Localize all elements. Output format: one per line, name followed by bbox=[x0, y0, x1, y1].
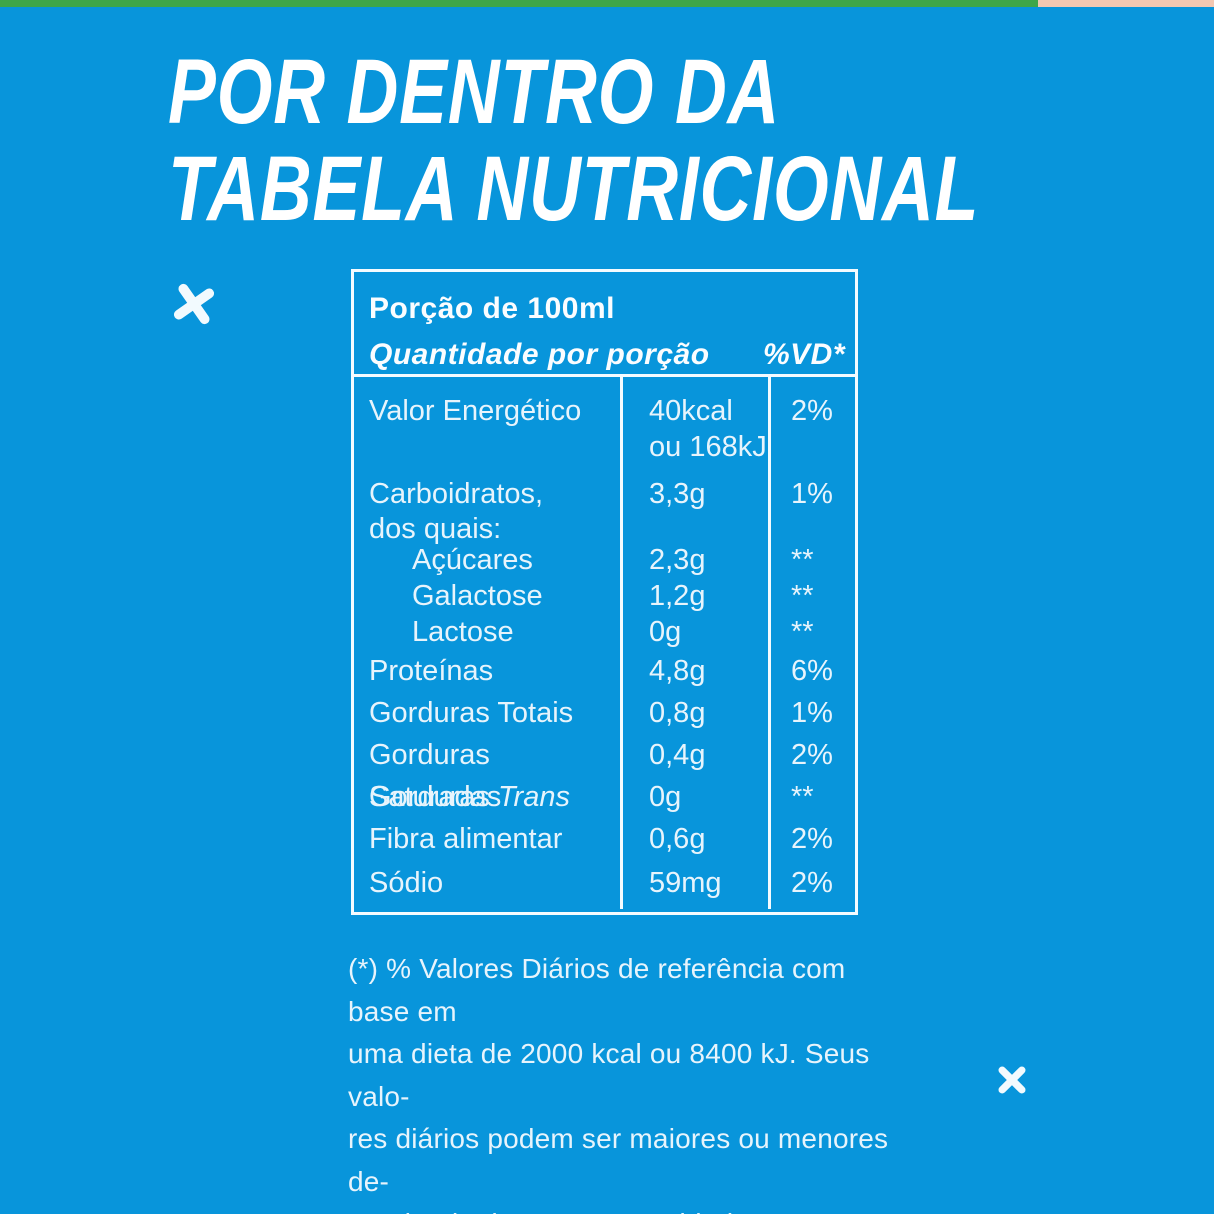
table-row: Gorduras Saturadas 0,4g 2% bbox=[354, 734, 855, 818]
table-subheader: Quantidade por porção %VD* bbox=[369, 338, 845, 372]
row-value: 0g bbox=[620, 614, 768, 650]
portion-size-label: Porção de 100ml bbox=[369, 292, 615, 325]
title-line-1: POR DENTRO DA bbox=[168, 41, 781, 143]
top-strip-green bbox=[0, 0, 1038, 7]
row-label: Galactose bbox=[412, 580, 543, 612]
cross-icon bbox=[998, 1066, 1026, 1094]
table-row: Carboidratos, dos quais: 3,3g 1% bbox=[354, 464, 855, 547]
row-vd: ** bbox=[768, 542, 855, 578]
row-value: 4,8g bbox=[620, 650, 768, 692]
table-header: Porção de 100ml Quantidade por porção %V… bbox=[354, 272, 855, 377]
row-value: 0,8g bbox=[620, 692, 768, 734]
quantity-header-label: Quantidade por porção bbox=[369, 338, 710, 371]
table-body: Valor Energético 40kcal ou 168kJ 2% Carb… bbox=[354, 377, 855, 909]
row-vd: ** bbox=[768, 776, 855, 818]
row-label: Lactose bbox=[412, 616, 514, 648]
row-label: Carboidratos, dos quais: bbox=[369, 478, 544, 545]
row-label: Sódio bbox=[369, 867, 444, 899]
row-value: 0,6g bbox=[620, 818, 768, 861]
table-row: Valor Energético 40kcal ou 168kJ 2% bbox=[354, 377, 855, 465]
row-label: Gorduras Trans bbox=[369, 781, 570, 813]
table-row: Gorduras Totais 0,8g 1% bbox=[354, 692, 855, 734]
row-vd: 2% bbox=[768, 377, 855, 465]
row-label: Fibra alimentar bbox=[369, 823, 563, 855]
page-title: POR DENTRO DA TABELA NUTRICIONAL bbox=[168, 44, 1208, 238]
top-strip-pink bbox=[1038, 0, 1214, 7]
nutrition-table: Porção de 100ml Quantidade por porção %V… bbox=[351, 269, 858, 915]
top-strip bbox=[0, 0, 1214, 7]
row-value: 3,3g bbox=[620, 464, 768, 547]
table-row: Sódio 59mg 2% bbox=[354, 861, 855, 909]
footnote-line: pendendo de suas necessidades energética… bbox=[348, 1203, 893, 1214]
row-vd: ** bbox=[768, 578, 855, 614]
row-label: Açúcares bbox=[412, 544, 533, 576]
row-vd: 6% bbox=[768, 650, 855, 692]
row-label: Gorduras Saturadas bbox=[369, 739, 502, 813]
row-vd: 1% bbox=[768, 464, 855, 547]
table-row: Proteínas 4,8g 6% bbox=[354, 650, 855, 692]
row-vd: 2% bbox=[768, 818, 855, 861]
row-value: 40kcal ou 168kJ bbox=[620, 377, 768, 465]
title-line-2: TABELA NUTRICIONAL bbox=[168, 138, 980, 240]
footnote-line: res diários podem ser maiores ou menores… bbox=[348, 1123, 889, 1197]
footnote-line: uma dieta de 2000 kcal ou 8400 kJ. Seus … bbox=[348, 1038, 870, 1112]
row-vd: 2% bbox=[768, 861, 855, 909]
row-value: 59mg bbox=[620, 861, 768, 909]
footnote-line: (*) % Valores Diários de referência com … bbox=[348, 953, 846, 1027]
vd-header-label: %VD* bbox=[762, 338, 845, 371]
table-row: Gorduras Trans 0g ** bbox=[354, 776, 855, 818]
row-value: 1,2g bbox=[620, 578, 768, 614]
footnote: (*) % Valores Diários de referência com … bbox=[348, 948, 893, 1214]
row-label: Proteínas bbox=[369, 655, 494, 687]
table-row: Lactose 0g ** bbox=[354, 614, 855, 650]
row-label: Gorduras Totais bbox=[369, 697, 574, 729]
cross-icon bbox=[173, 283, 215, 325]
row-label: Valor Energético bbox=[369, 395, 582, 427]
table-row: Açúcares 2,3g ** bbox=[354, 542, 855, 578]
table-row: Fibra alimentar 0,6g 2% bbox=[354, 818, 855, 861]
row-value: 0g bbox=[620, 776, 768, 818]
row-vd: ** bbox=[768, 614, 855, 650]
row-value: 2,3g bbox=[620, 542, 768, 578]
row-vd: 1% bbox=[768, 692, 855, 734]
table-row: Galactose 1,2g ** bbox=[354, 578, 855, 614]
